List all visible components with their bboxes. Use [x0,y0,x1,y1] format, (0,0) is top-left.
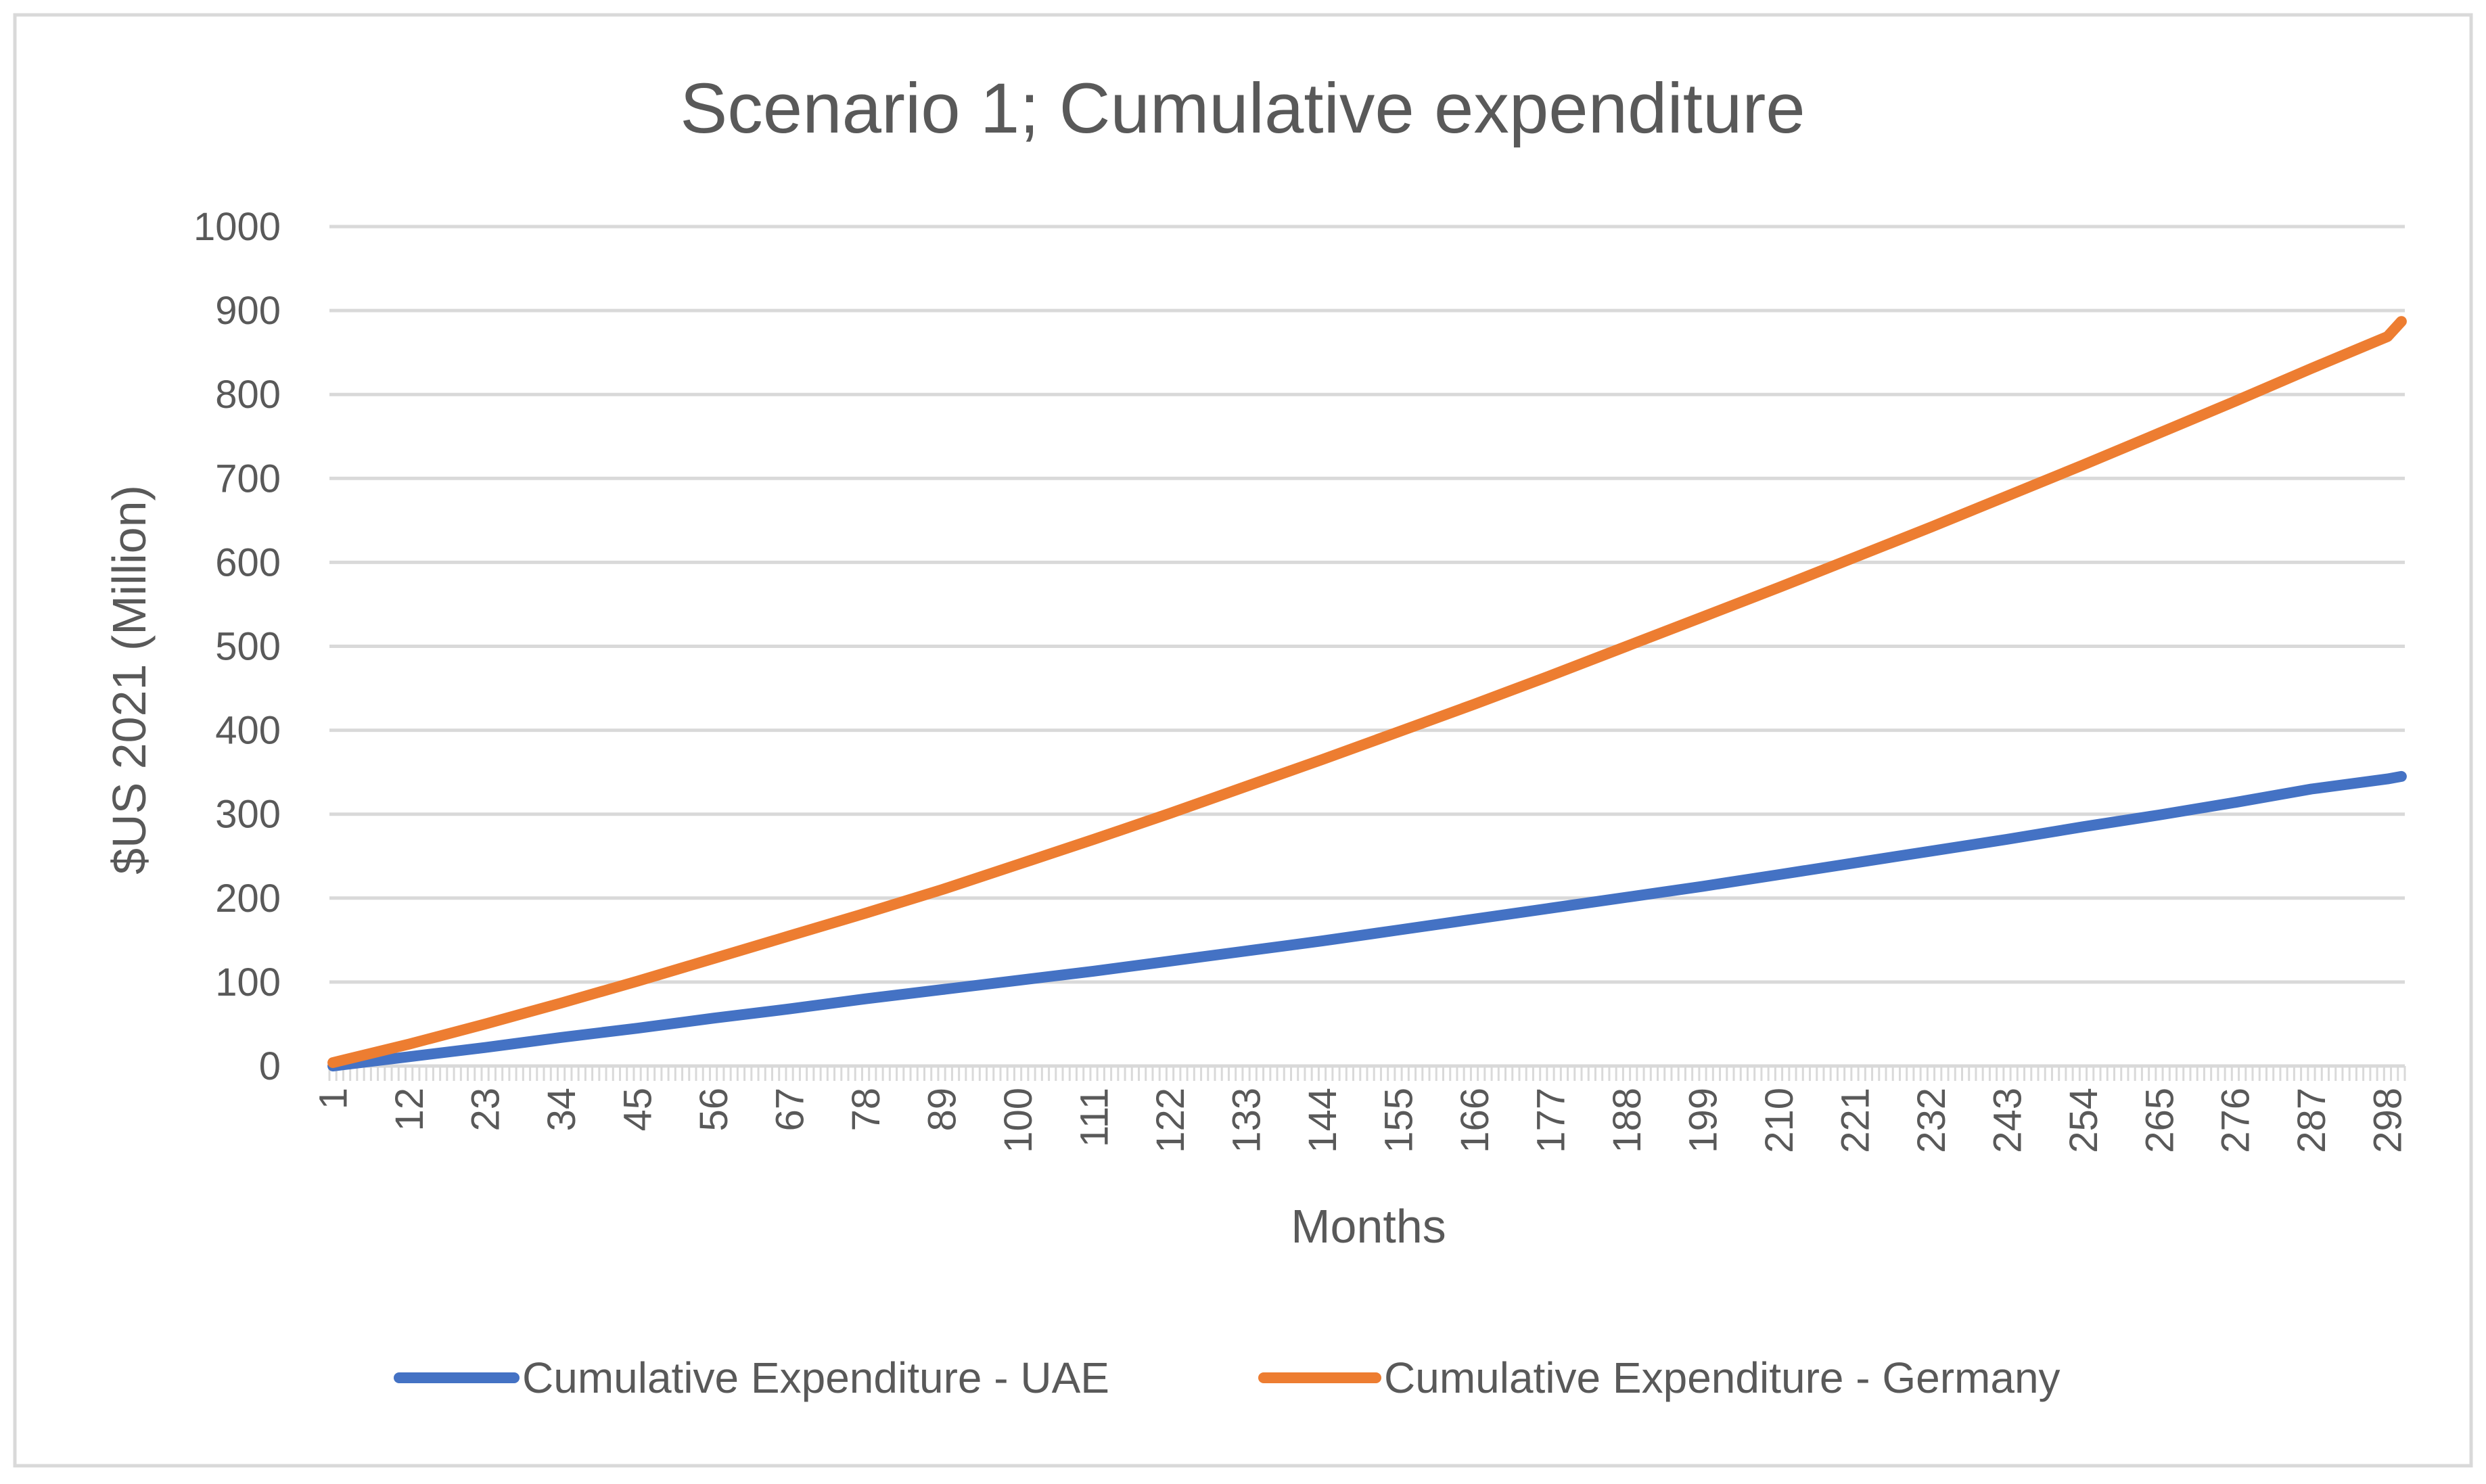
chart-border [15,15,2471,1466]
x-tick-label-243: 243 [1985,1088,2029,1153]
x-tick-label-100: 100 [996,1088,1040,1153]
y-axis-title: $US 2021 (Million) [103,485,156,875]
x-tick-label-276: 276 [2214,1088,2258,1153]
y-tick-label-800: 800 [215,373,281,417]
y-tick-label-700: 700 [215,457,281,501]
y-tick-label-200: 200 [215,877,281,921]
x-tick-label-254: 254 [2062,1088,2106,1153]
x-tick-label-78: 78 [844,1088,888,1132]
x-tick-label-155: 155 [1377,1088,1421,1153]
x-tick-label-1: 1 [311,1088,355,1109]
y-tick-label-400: 400 [215,709,281,753]
y-tick-label-500: 500 [215,625,281,669]
x-tick-label-133: 133 [1224,1088,1268,1153]
legend-label-uae: Cumulative Expenditure - UAE [522,1353,1109,1402]
x-tick-label-210: 210 [1757,1088,1801,1153]
x-axis-title: Months [1291,1200,1446,1253]
x-tick-label-287: 287 [2290,1088,2334,1153]
x-tick-label-188: 188 [1605,1088,1649,1153]
chart-title: Scenario 1; Cumulative expenditure [680,69,1805,148]
y-tick-label-600: 600 [215,540,281,584]
x-tick-label-12: 12 [388,1088,432,1132]
x-tick-label-111: 111 [1072,1088,1116,1147]
x-tick-label-221: 221 [1833,1088,1877,1153]
x-tick-label-199: 199 [1681,1088,1725,1153]
x-tick-label-34: 34 [540,1088,584,1132]
x-tick-label-298: 298 [2366,1088,2410,1153]
y-tick-label-900: 900 [215,289,281,333]
y-tick-label-300: 300 [215,793,281,837]
x-tick-label-56: 56 [692,1088,736,1132]
x-tick-label-265: 265 [2138,1088,2182,1153]
y-tick-label-0: 0 [259,1044,281,1088]
x-tick-label-122: 122 [1149,1088,1193,1153]
x-tick-label-144: 144 [1301,1088,1345,1153]
y-tick-label-1000: 1000 [193,205,281,249]
x-tick-label-23: 23 [463,1088,507,1132]
x-tick-label-177: 177 [1529,1088,1573,1153]
y-tick-label-100: 100 [215,960,281,1004]
x-tick-label-45: 45 [616,1088,660,1132]
x-tick-label-232: 232 [1910,1088,1954,1153]
x-tick-label-89: 89 [920,1088,964,1132]
legend-label-germany: Cumulative Expenditure - Germany [1384,1353,2061,1402]
x-tick-label-166: 166 [1453,1088,1497,1153]
x-tick-label-67: 67 [768,1088,812,1132]
